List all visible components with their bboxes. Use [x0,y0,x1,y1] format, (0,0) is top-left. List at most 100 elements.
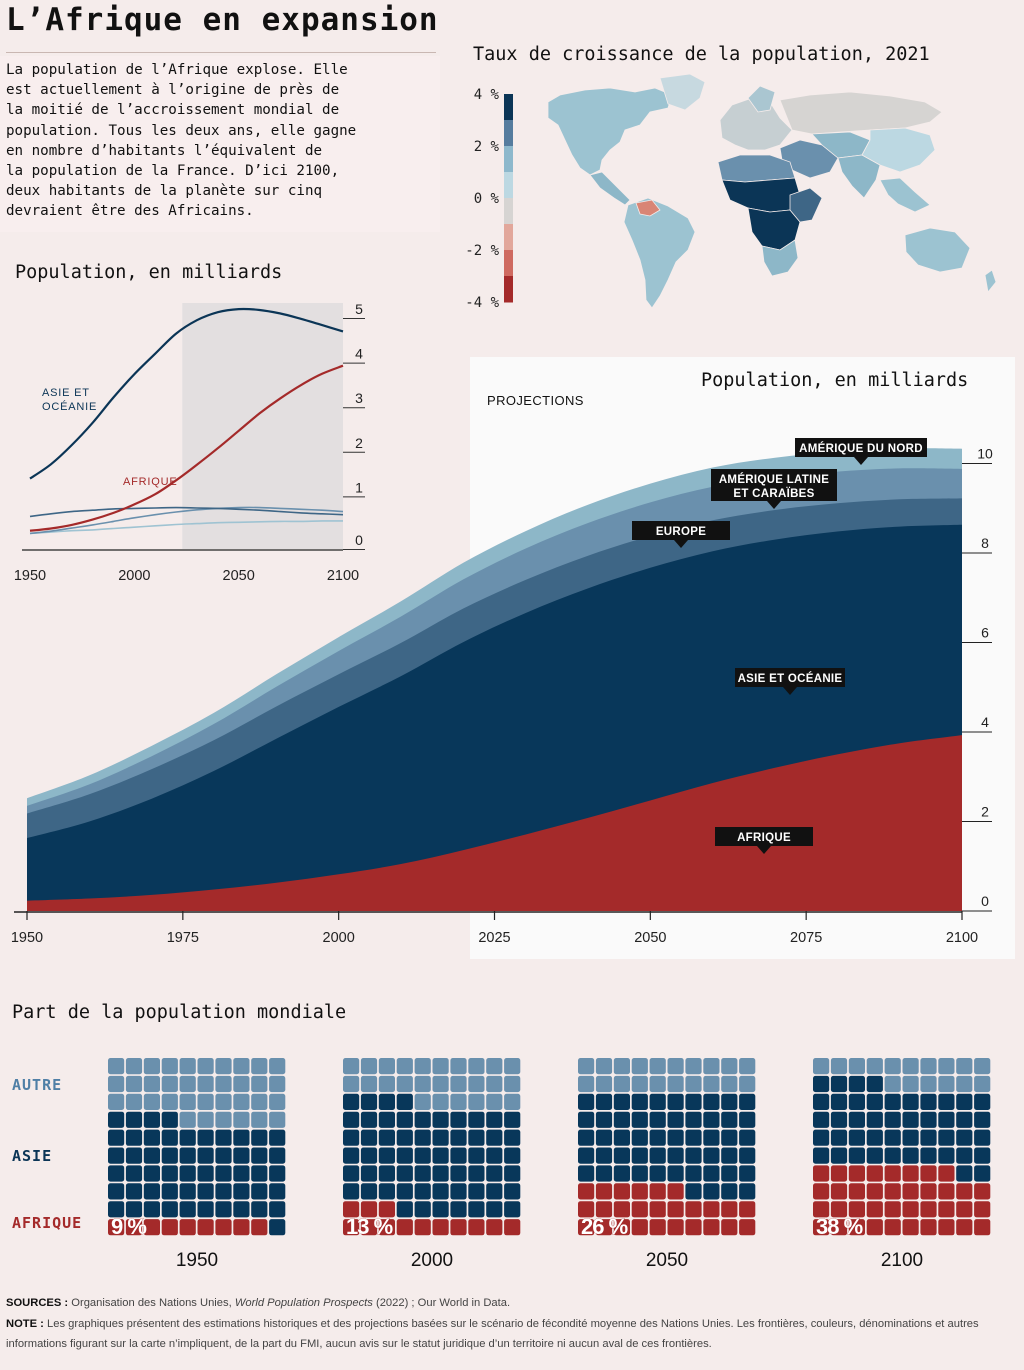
waffle-cell [108,1111,125,1128]
waffle-cell [703,1183,720,1200]
waffle-cell [143,1129,160,1146]
waffle-cell [595,1147,613,1164]
waffle-cell [685,1093,702,1110]
waffle-cell [739,1183,756,1200]
waffle-2100: 38 % 2100 [813,1058,991,1271]
legend-swatch [504,224,513,251]
waffle-cell [233,1058,250,1075]
waffle-cell [486,1219,503,1236]
waffle-cell [685,1219,702,1236]
waffle-cell [866,1111,883,1128]
waffle-cell [233,1147,250,1164]
waffle-cell [613,1183,630,1200]
waffle-cell [396,1093,413,1110]
waffle-cell [578,1183,595,1200]
waffle-cell [233,1165,250,1182]
waffle-cell [721,1129,738,1146]
footer: SOURCES : Organisation des Nations Unies… [6,1293,1016,1355]
note-text: Les graphiques présentent des estimation… [6,1317,979,1351]
waffle-cell [631,1111,648,1128]
callout-africa: AFRIQUE [715,827,813,854]
waffle-cell [739,1219,756,1236]
waffle-cell [108,1201,125,1218]
map-south-america [623,197,696,309]
waffle-cell [108,1129,125,1146]
map-new-zealand [984,269,997,293]
waffle-cell [269,1093,286,1110]
waffle-cell [595,1183,613,1200]
waffle-cell [179,1111,196,1128]
waffle-cell [215,1093,232,1110]
waffle-cell [920,1129,937,1146]
waffle-cell [504,1129,521,1146]
waffle-cell [902,1183,919,1200]
callout-pointer [767,501,781,509]
waffle-cell [721,1147,738,1164]
waffle-cell [667,1093,684,1110]
waffle-2050: 26 % 2050 [578,1058,756,1271]
waffle-cell [161,1147,178,1164]
waffle-cell [920,1093,937,1110]
waffle-cell [830,1219,848,1236]
waffle-cell [721,1111,738,1128]
waffle-cell [360,1058,378,1075]
callout-text: AMÉRIQUE LATINE [719,473,829,486]
line-am-rique-du-nord [29,520,344,535]
waffle-cell [649,1093,666,1110]
waffle-cell [233,1075,250,1093]
waffle-cell [396,1219,413,1236]
waffle-cell [649,1129,666,1146]
waffle-cell [468,1075,485,1093]
waffle-cell [902,1111,919,1128]
waffle-cell [378,1129,395,1146]
waffle-cell [703,1129,720,1146]
waffle-cell [578,1111,595,1128]
waffle-cell [848,1093,865,1110]
waffle-cell [902,1058,919,1075]
waffle-cell [179,1219,196,1236]
waffle-cell [739,1093,756,1110]
waffle-cell [378,1058,395,1075]
waffle-cell [613,1093,630,1110]
callout-box [711,469,837,501]
waffle-cell [649,1165,666,1182]
waffle-cell [432,1075,449,1093]
waffle-cell [143,1183,160,1200]
callout-asia: ASIE ET OCÉANIE [735,668,845,695]
legend-label: 4 % [474,87,500,103]
waffle-charts: AUTRE ASIE AFRIQUE 9 % 1950 13 % 2000 26 % 2050 3… [12,1058,991,1271]
waffle-cell [813,1129,830,1146]
waffle-cell [486,1165,503,1182]
map-southeast-asia [879,177,931,213]
waffle-cell [468,1058,485,1075]
legend-swatch [504,198,513,225]
waffle-cell [739,1129,756,1146]
waffle-cell [813,1093,830,1110]
waffle-cell [504,1219,521,1236]
waffle-cell [343,1111,360,1128]
waffle-cell [396,1147,413,1164]
waffle-cell [884,1147,901,1164]
waffle-cell [343,1183,360,1200]
waffle-cell [450,1075,467,1093]
waffle-cell [486,1147,503,1164]
waffle-cell [215,1129,232,1146]
waffle-cell [343,1129,360,1146]
waffle-cell [468,1183,485,1200]
waffle-cell [667,1183,684,1200]
waffle-cell [432,1058,449,1075]
waffle-cell [866,1201,883,1218]
callout-pointer [783,687,797,695]
waffle-cell [432,1147,449,1164]
waffle-cell [486,1093,503,1110]
waffle-cell [703,1111,720,1128]
waffle-cell [866,1165,883,1182]
waffle-cell [378,1219,395,1236]
waffle-cell [667,1201,684,1218]
waffle-cell [233,1093,250,1110]
waffle-cell [108,1165,125,1182]
waffle-cell [504,1201,521,1218]
waffle-cell [920,1147,937,1164]
waffle-cell [215,1183,232,1200]
